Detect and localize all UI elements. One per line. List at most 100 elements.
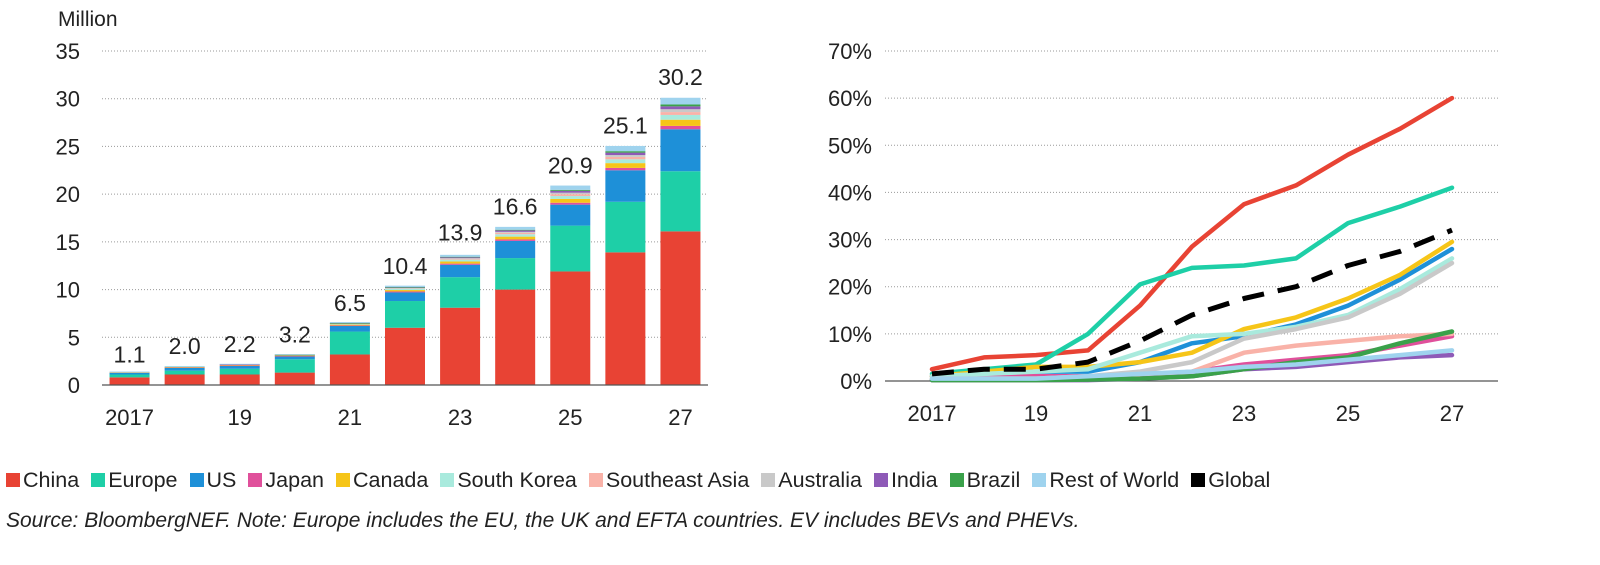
x-tick-label: 25 bbox=[558, 405, 582, 430]
bar-segment-japan bbox=[164, 367, 205, 368]
bar-segment-india bbox=[219, 364, 260, 365]
bar-segment-china bbox=[219, 374, 260, 385]
bar-segment-europe bbox=[219, 368, 260, 375]
bar-segment-south-korea bbox=[385, 288, 425, 291]
legend-label: Southeast Asia bbox=[605, 467, 750, 492]
y-tick-label: 15 bbox=[56, 230, 80, 255]
bar-segment-brazil bbox=[605, 151, 646, 153]
y-tick-label: 10 bbox=[56, 278, 80, 303]
x-tick-label: 19 bbox=[227, 405, 251, 430]
legend-label: India bbox=[890, 467, 938, 492]
bar-segment-china bbox=[109, 377, 150, 385]
x-tick-label: 19 bbox=[1024, 401, 1048, 426]
bar-segment-japan bbox=[550, 202, 591, 205]
legend-item-south-korea: South Korea bbox=[440, 468, 577, 493]
bar-segment-south-korea bbox=[495, 234, 536, 237]
bar-segment-us bbox=[329, 325, 370, 332]
bar-segment-china bbox=[495, 289, 536, 385]
bar-segment-australia bbox=[550, 192, 591, 195]
bar-total-label: 2.2 bbox=[224, 331, 256, 357]
bar-total-label: 1.1 bbox=[114, 342, 146, 368]
y-tick-label: 10% bbox=[828, 322, 872, 347]
bar-segment-canada bbox=[440, 261, 481, 264]
bar-segment-canada bbox=[274, 355, 315, 357]
y-tick-label: 0 bbox=[68, 373, 80, 398]
bar-segment-south-korea bbox=[109, 372, 150, 373]
bar-segment-us bbox=[274, 356, 315, 360]
bar-total-label: 3.2 bbox=[279, 321, 311, 347]
bar-segment-brazil bbox=[660, 104, 701, 107]
bar-total-label: 6.5 bbox=[334, 290, 366, 316]
bar-segment-europe bbox=[605, 201, 646, 253]
bar-segment-canada bbox=[219, 364, 260, 366]
bar-segment-rest-of-world bbox=[440, 254, 481, 257]
bar-segment-europe bbox=[385, 301, 425, 328]
bar-segment-china bbox=[440, 307, 481, 385]
bar-segment-canada bbox=[164, 366, 205, 368]
bar-segment-australia bbox=[495, 231, 536, 233]
legend-item-us: US bbox=[189, 467, 237, 493]
y-tick-label: 40% bbox=[828, 180, 872, 205]
bar-segment-japan bbox=[440, 263, 481, 265]
line-series-global bbox=[931, 227, 1453, 377]
line-series-china bbox=[929, 95, 1455, 372]
line-series-europe bbox=[929, 185, 1455, 377]
bar-total-label: 2.0 bbox=[169, 333, 201, 359]
legend-item-rest-of-world: Rest of World bbox=[1032, 468, 1179, 493]
bar-segment-rest-of-world bbox=[164, 366, 205, 367]
y-tick-label: 25 bbox=[56, 134, 80, 159]
legend-swatch bbox=[761, 473, 776, 487]
y-tick-label: 20 bbox=[56, 182, 80, 207]
bar-segment-us bbox=[550, 204, 591, 226]
bar-segment-south-korea bbox=[660, 114, 701, 120]
legend-label: Australia bbox=[778, 467, 862, 492]
bar-segment-india bbox=[550, 190, 591, 193]
line-chart: 0% 10% 20% 30% 40% 50% 60% 70% 2017 19 21 23 25 27 bbox=[828, 39, 1498, 426]
bar-segment-us bbox=[605, 170, 646, 202]
bar-segment-canada bbox=[329, 324, 370, 326]
legend-swatch bbox=[6, 473, 20, 487]
bar-segment-us bbox=[495, 240, 536, 259]
legend-label: US bbox=[206, 467, 237, 492]
x-tick-label: 25 bbox=[1336, 401, 1360, 426]
legend-label: Rest of World bbox=[1049, 467, 1180, 492]
y-tick-label: 35 bbox=[56, 39, 80, 64]
legend-swatch bbox=[873, 473, 888, 487]
bar-segment-japan bbox=[605, 167, 646, 171]
bar-segment-rest-of-world bbox=[550, 185, 591, 190]
bar-segment-south-korea bbox=[605, 159, 646, 164]
legend-label: Brazil bbox=[966, 467, 1021, 492]
y-tick-label: 70% bbox=[828, 39, 872, 64]
legend-label: China bbox=[23, 467, 80, 492]
bar-segment-south-korea bbox=[164, 366, 205, 368]
legend-swatch bbox=[440, 473, 455, 487]
y-tick-label: 50% bbox=[828, 133, 872, 158]
bar-segment-south-korea bbox=[329, 323, 370, 325]
bar-segment-us bbox=[109, 372, 150, 375]
bar-total-label: 30.2 bbox=[658, 64, 703, 90]
bar-segment-southeast-asia bbox=[550, 194, 591, 197]
bar-segment-china bbox=[385, 327, 425, 385]
bar-segment-south-korea bbox=[550, 196, 591, 199]
legend-swatch bbox=[1191, 473, 1206, 487]
x-tick-label: 2017 bbox=[908, 401, 957, 426]
y-tick-label: 20% bbox=[828, 275, 872, 300]
legend-label: Europe bbox=[108, 467, 178, 492]
x-tick-label: 23 bbox=[448, 405, 472, 430]
bar-segment-canada bbox=[385, 290, 425, 292]
bar-segment-europe bbox=[495, 258, 536, 290]
legend-item-southeast-asia: Southeast Asia bbox=[588, 467, 750, 493]
bar-segment-europe bbox=[274, 359, 315, 373]
stacked-bar-chart: 0 5 10 15 20 25 30 35 Million 1.1 2017 2.0 2.2 19 3.2 6… bbox=[56, 8, 708, 430]
bar-segment-us bbox=[660, 129, 701, 172]
bar-segment-china bbox=[274, 372, 315, 385]
legend-item-australia: Australia bbox=[761, 468, 862, 493]
legend-item-global: Global bbox=[1191, 468, 1270, 493]
legend-item-japan: Japan bbox=[248, 468, 324, 493]
bar-segment-japan bbox=[495, 239, 536, 241]
bar-segment-southeast-asia bbox=[605, 156, 646, 160]
bar-segment-brazil bbox=[385, 287, 425, 288]
bar-segment-rest-of-world bbox=[660, 97, 701, 105]
bar-segment-china bbox=[605, 252, 646, 385]
